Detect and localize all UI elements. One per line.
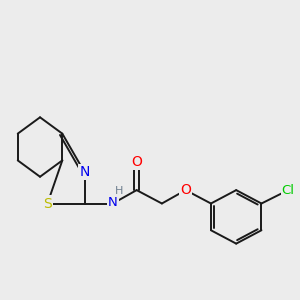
Text: Cl: Cl xyxy=(282,184,295,196)
Text: H: H xyxy=(115,186,124,196)
Text: O: O xyxy=(131,155,142,169)
Text: O: O xyxy=(180,183,191,197)
Text: S: S xyxy=(43,196,52,211)
Text: N: N xyxy=(80,165,90,179)
Text: N: N xyxy=(108,196,118,208)
